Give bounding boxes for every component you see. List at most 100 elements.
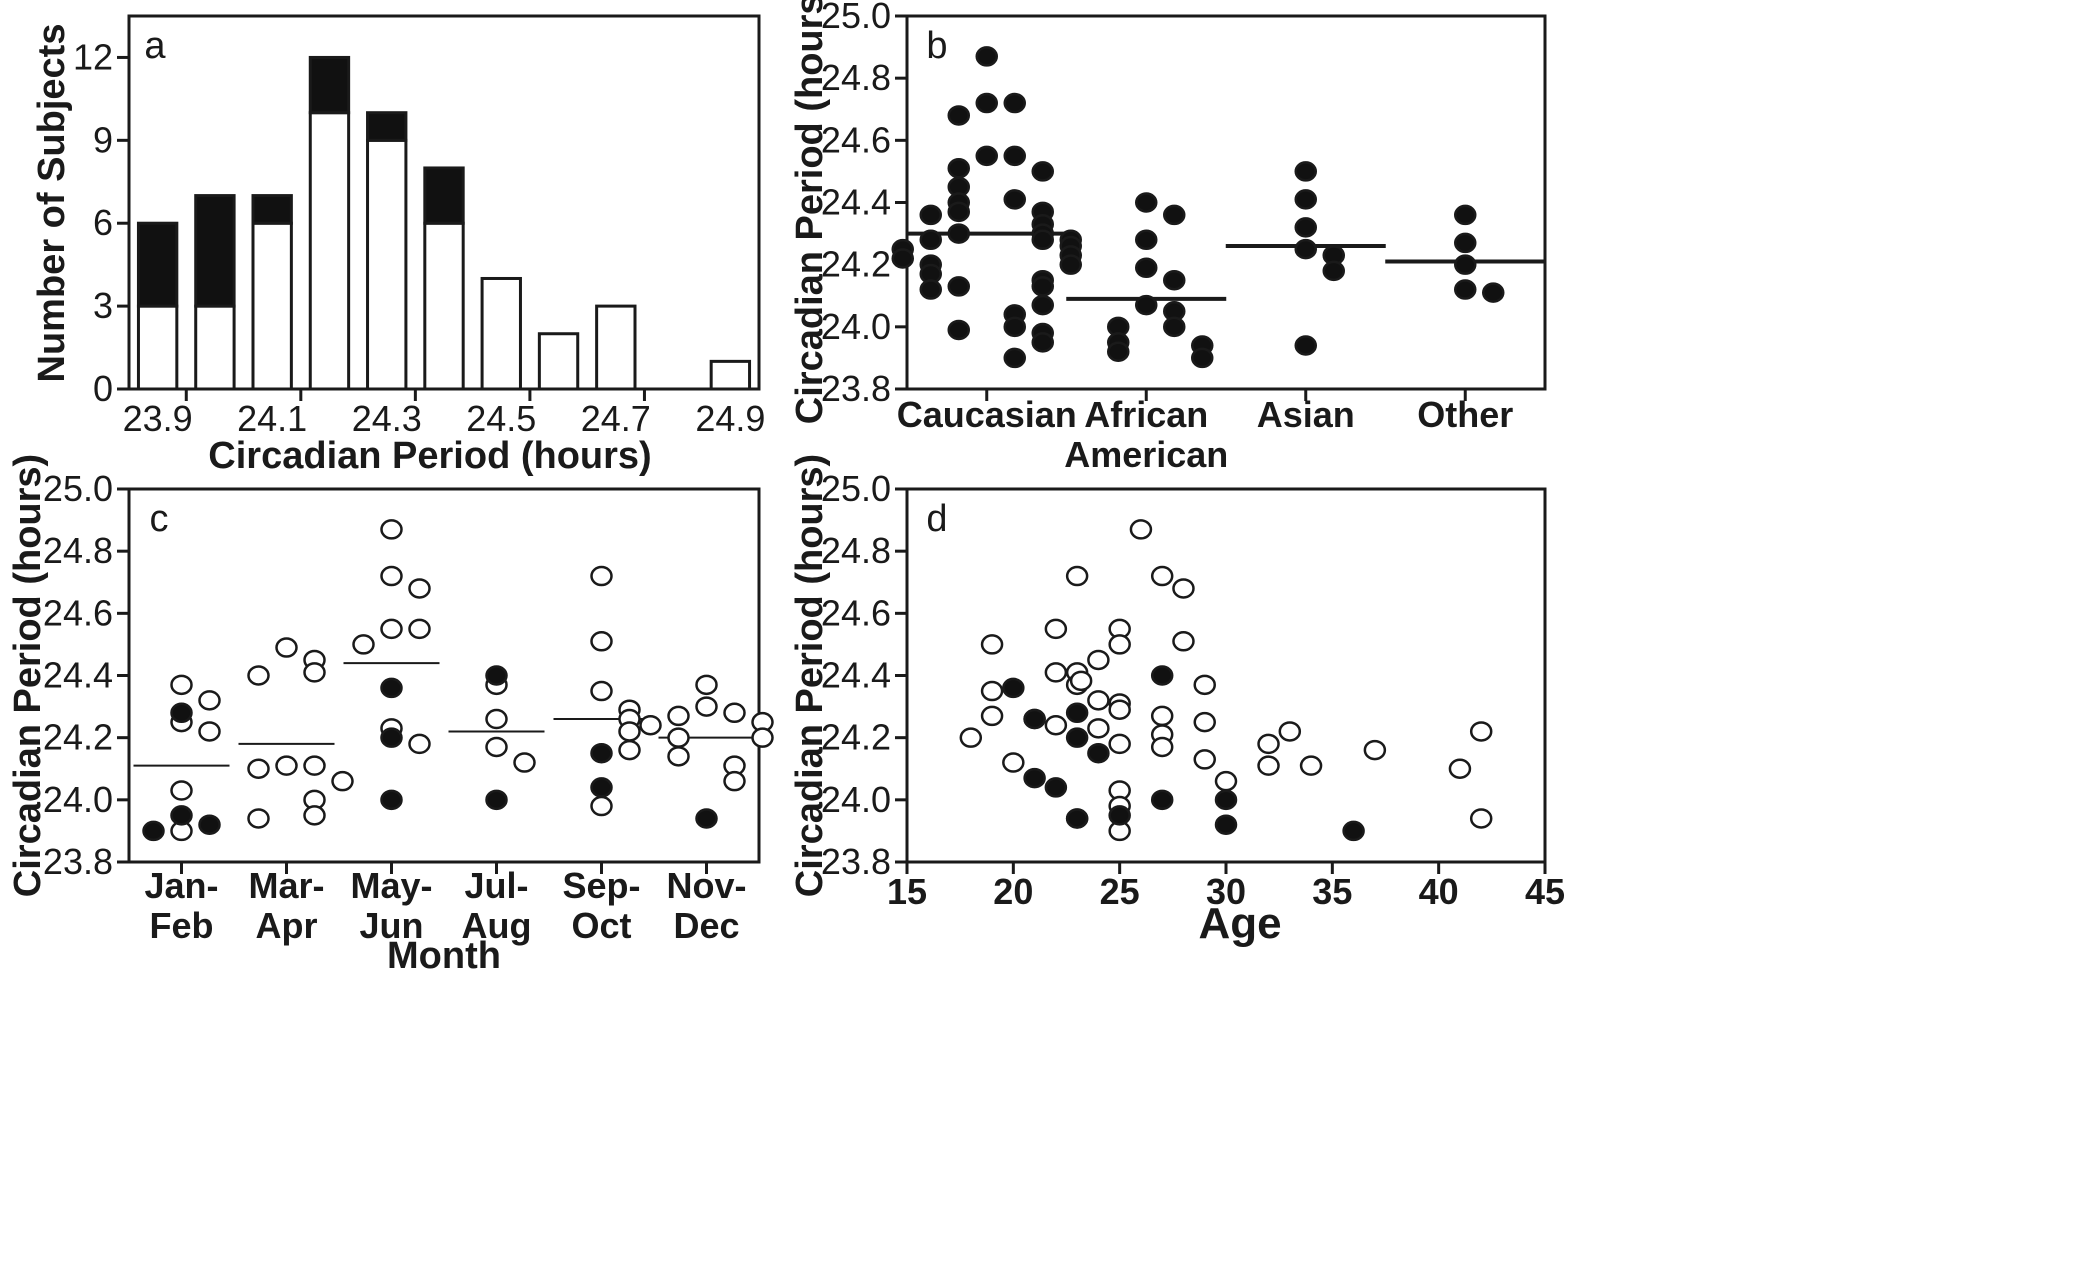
open-point bbox=[247, 665, 270, 686]
y-tick-label: 25.0 bbox=[43, 468, 113, 509]
x-tick-label: 23.9 bbox=[123, 398, 193, 439]
x-tick-label: Jan- bbox=[144, 865, 218, 906]
filled-point bbox=[1031, 161, 1054, 182]
panel-d-age-scatter: 23.8 24.0 24.2 24.4 24.6 24.8 25.0 15 20 25 30 35 40… bbox=[789, 454, 1565, 948]
y-tick-label: 24.0 bbox=[43, 779, 113, 820]
filled-point bbox=[1065, 702, 1089, 724]
filled-point bbox=[1065, 727, 1089, 748]
y-tick-label: 24.2 bbox=[821, 244, 891, 285]
y-tick-label: 23.8 bbox=[43, 841, 113, 882]
filled-point bbox=[695, 808, 718, 829]
x-tick-label: African bbox=[1084, 394, 1208, 435]
open-point bbox=[667, 727, 690, 748]
filled-point bbox=[1003, 92, 1026, 114]
x-tick-label: Nov- bbox=[667, 865, 747, 906]
x-tick-label: 24.3 bbox=[352, 398, 422, 439]
filled-point bbox=[947, 201, 970, 223]
panel-letter: a bbox=[144, 25, 166, 67]
open-point bbox=[380, 565, 403, 587]
x-tick-label: 30 bbox=[1206, 871, 1246, 912]
open-point bbox=[1469, 808, 1493, 829]
filled-point bbox=[1003, 145, 1026, 167]
y-tick-label: 23.8 bbox=[821, 841, 891, 882]
open-point bbox=[1193, 711, 1216, 733]
panel-letter: d bbox=[926, 498, 947, 540]
y-tick-label: 24.0 bbox=[821, 306, 891, 347]
filled-point bbox=[1023, 767, 1046, 789]
y-tick-label: 24.4 bbox=[43, 655, 113, 696]
open-point bbox=[1363, 739, 1387, 761]
filled-point bbox=[1163, 316, 1186, 338]
filled-point bbox=[1294, 238, 1317, 260]
filled-point bbox=[198, 814, 221, 835]
open-point bbox=[590, 680, 613, 702]
open-point bbox=[1150, 565, 1174, 587]
filled-point bbox=[485, 789, 508, 811]
y-axis-title: Number of Subjects bbox=[31, 24, 73, 383]
open-point bbox=[1257, 755, 1280, 776]
x-axis-title: Age bbox=[1198, 899, 1281, 948]
open-point bbox=[980, 705, 1004, 727]
open-point bbox=[1193, 749, 1216, 770]
open-point bbox=[1172, 631, 1195, 652]
filled-point bbox=[1135, 229, 1158, 251]
open-point bbox=[1278, 721, 1302, 742]
panel-letter: c bbox=[150, 498, 169, 540]
x-tick-label: 25 bbox=[1100, 871, 1140, 912]
filled-point bbox=[485, 665, 508, 686]
bar-white-24.4 bbox=[423, 221, 465, 391]
open-point bbox=[380, 618, 403, 640]
open-point bbox=[1299, 755, 1323, 776]
open-point bbox=[485, 708, 508, 730]
open-point bbox=[695, 696, 718, 717]
filled-point bbox=[1342, 820, 1365, 842]
open-point bbox=[303, 662, 326, 683]
filled-point bbox=[590, 742, 613, 764]
open-point bbox=[303, 805, 326, 826]
bar-white-24.6 bbox=[537, 332, 580, 391]
open-point bbox=[380, 519, 403, 540]
y-tick-label: 24.2 bbox=[821, 717, 891, 758]
y-tick-label: 24.8 bbox=[821, 57, 891, 98]
open-point bbox=[590, 795, 613, 817]
x-tick-label: Other bbox=[1417, 394, 1513, 435]
filled-point bbox=[891, 248, 914, 269]
filled-point bbox=[1191, 347, 1214, 369]
filled-point bbox=[1454, 232, 1477, 254]
x-tick-label: 35 bbox=[1312, 871, 1352, 912]
open-point bbox=[198, 721, 221, 742]
open-point bbox=[303, 755, 326, 776]
filled-point bbox=[170, 805, 193, 826]
open-point bbox=[1448, 758, 1472, 779]
x-tick-label: Aug bbox=[462, 905, 532, 946]
x-tick-label: 24.9 bbox=[695, 398, 765, 439]
y-tick-label: 9 bbox=[93, 119, 113, 160]
bar-black-23.9 bbox=[136, 221, 179, 308]
filled-point bbox=[919, 279, 942, 300]
y-tick-label: 24.2 bbox=[43, 717, 113, 758]
filled-point bbox=[380, 727, 403, 748]
open-point bbox=[980, 634, 1004, 655]
panel-a-histogram: 0 3 6 9 12 23.9 24.1 24.3 24.5 24.7 24.9 Circadian … bbox=[31, 14, 765, 477]
y-tick-label: 24.8 bbox=[43, 530, 113, 571]
open-point bbox=[723, 702, 746, 724]
filled-point bbox=[1454, 254, 1477, 275]
open-point bbox=[170, 780, 193, 801]
filled-point bbox=[1294, 189, 1317, 210]
open-point bbox=[980, 680, 1004, 702]
filled-point bbox=[1135, 192, 1158, 213]
open-point bbox=[1069, 670, 1093, 692]
bar-white-24.5 bbox=[480, 276, 522, 391]
open-point bbox=[618, 721, 641, 742]
x-tick-label: 20 bbox=[993, 871, 1033, 912]
x-tick-label: 24.7 bbox=[581, 398, 651, 439]
x-tick-label: 45 bbox=[1525, 871, 1565, 912]
bar-white-24.7 bbox=[595, 304, 637, 391]
filled-point bbox=[919, 204, 942, 226]
open-point bbox=[1108, 733, 1131, 755]
filled-point bbox=[1002, 677, 1025, 699]
y-tick-label: 24.6 bbox=[821, 119, 891, 160]
open-point bbox=[639, 714, 662, 736]
filled-point bbox=[919, 229, 942, 251]
